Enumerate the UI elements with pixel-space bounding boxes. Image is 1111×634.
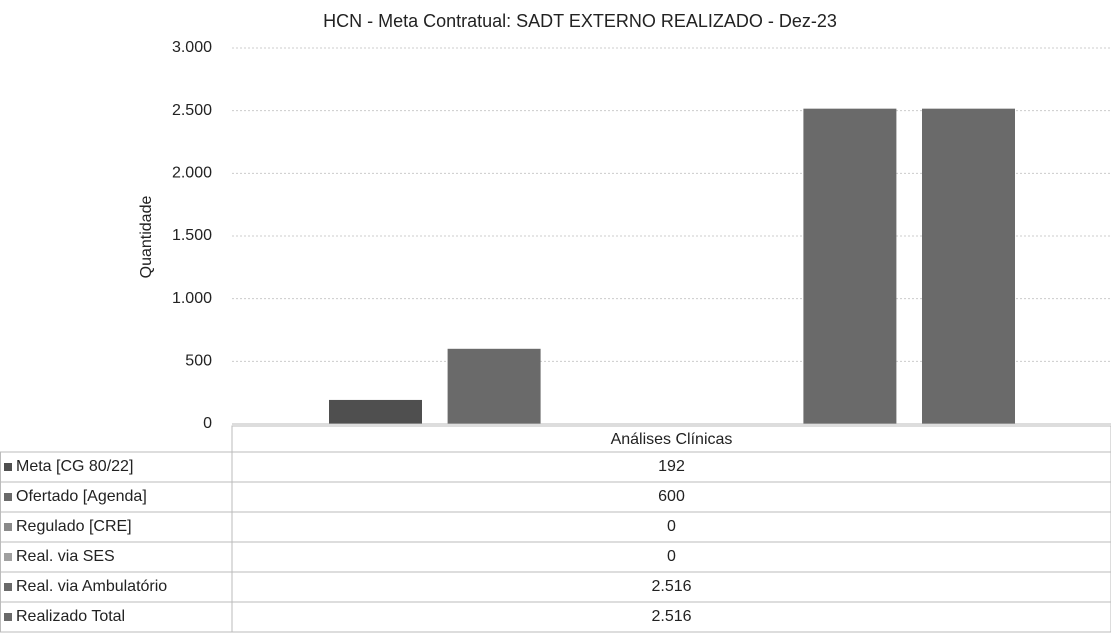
legend-cell	[0, 601, 233, 633]
bar	[803, 108, 897, 425]
bar	[447, 348, 541, 424]
legend-label: Realizado Total	[16, 608, 125, 625]
y-tick-label: 2.500	[172, 102, 212, 119]
y-tick-label: 3.000	[172, 39, 212, 56]
legend-swatch	[4, 583, 12, 591]
data-label: 2.516	[651, 578, 691, 595]
legend-swatch	[4, 523, 12, 531]
y-tick-label: 1.000	[172, 290, 212, 307]
data-label: 600	[658, 488, 685, 505]
y-tick-label: 2.000	[172, 165, 212, 182]
y-axis-label: Quantidade	[138, 196, 155, 279]
legend-swatch	[4, 553, 12, 561]
chart-title: HCN - Meta Contratual: SADT EXTERNO REAL…	[323, 11, 837, 31]
legend-label: Ofertado [Agenda]	[16, 488, 147, 505]
y-tick-label: 0	[203, 415, 212, 432]
y-tick-label: 1.500	[172, 227, 212, 244]
bar	[922, 108, 1015, 425]
legend-label: Regulado [CRE]	[16, 518, 132, 535]
data-label: 2.516	[651, 608, 691, 625]
legend-label: Real. via Ambulatório	[16, 578, 167, 595]
y-tick-label: 500	[185, 353, 212, 370]
bar	[329, 399, 422, 424]
legend-swatch	[4, 463, 12, 471]
data-label: 192	[658, 458, 685, 475]
data-label: 0	[667, 518, 676, 535]
legend-label: Real. via SES	[16, 548, 115, 565]
x-tick-label: Análises Clínicas	[611, 431, 733, 448]
data-label: 0	[667, 548, 676, 565]
legend-swatch	[4, 493, 12, 501]
legend-label: Meta [CG 80/22]	[16, 458, 133, 475]
legend-swatch	[4, 613, 12, 621]
